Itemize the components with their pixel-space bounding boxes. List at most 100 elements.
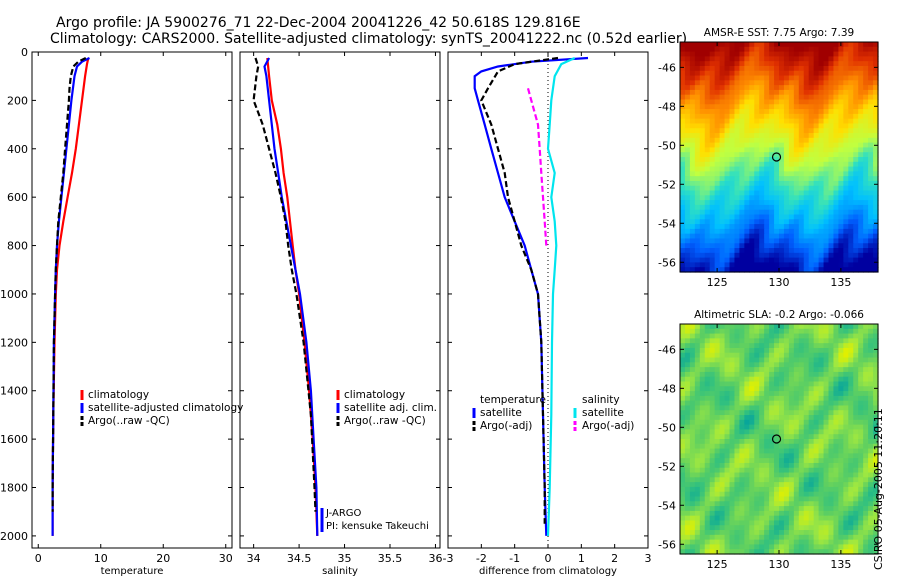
legend-label: climatology	[88, 389, 149, 401]
map-cell	[699, 133, 706, 139]
map-cell	[724, 51, 731, 57]
map-cell	[848, 243, 854, 249]
map-cell	[853, 510, 859, 517]
map-cell	[868, 448, 874, 454]
map-cell	[813, 534, 820, 541]
map-cell	[848, 482, 854, 488]
map-cell	[749, 343, 755, 349]
map-cell	[774, 443, 780, 450]
map-cell	[788, 267, 795, 273]
map-cell	[734, 133, 740, 139]
map-cell	[798, 362, 805, 368]
map-cell	[734, 328, 740, 335]
x-tick-label: 1	[578, 552, 585, 565]
map-cell	[774, 252, 780, 259]
map-cell	[873, 453, 879, 459]
map-cell	[833, 333, 839, 339]
map-cell	[868, 506, 874, 512]
map-cell	[868, 214, 874, 220]
map-cell	[759, 70, 765, 77]
map-cell	[779, 539, 785, 546]
map-cell	[828, 209, 835, 216]
map-cell	[724, 391, 731, 397]
map-cell	[689, 133, 696, 139]
map-cell	[873, 219, 879, 225]
map-cell	[873, 415, 879, 421]
map-cell	[863, 357, 869, 363]
map-cell	[689, 123, 696, 129]
map-cell	[868, 262, 874, 268]
map-cell	[734, 200, 740, 206]
map-cell	[774, 333, 780, 339]
map-cell	[803, 89, 810, 96]
map-cell	[704, 166, 711, 172]
map-cell	[744, 482, 750, 488]
map-cell	[734, 89, 740, 96]
map-cell	[853, 347, 859, 354]
map-cell	[813, 328, 820, 335]
map-cell	[779, 491, 785, 498]
map-cell	[764, 104, 770, 110]
map-cell	[744, 434, 750, 440]
map-cell	[833, 347, 839, 354]
map-cell	[798, 166, 805, 172]
map-cell	[808, 233, 815, 240]
map-cell	[769, 352, 775, 359]
map-cell	[873, 477, 879, 483]
map-cell	[788, 347, 795, 354]
map-cell	[833, 137, 839, 144]
map-cell	[680, 238, 686, 244]
map-cell	[754, 400, 760, 407]
map-cell	[684, 472, 691, 478]
map-cell	[793, 462, 800, 469]
map-cell	[714, 381, 721, 387]
map-cell	[848, 530, 854, 536]
map-cell	[694, 94, 701, 101]
map-cell	[714, 434, 721, 440]
map-cell	[838, 195, 844, 201]
map-cell	[863, 51, 869, 57]
x-axis-label: salinity	[322, 566, 358, 577]
map-cell	[873, 357, 879, 363]
map-cell	[754, 238, 760, 244]
map-cell	[853, 462, 859, 469]
map-cell	[808, 248, 815, 254]
map-cell	[774, 61, 780, 67]
map-cell	[858, 123, 864, 129]
map-cell	[684, 204, 691, 211]
map-cell	[689, 248, 696, 254]
map-cell	[808, 113, 815, 120]
map-cell	[744, 262, 750, 268]
map-cell	[680, 65, 686, 72]
map-cell	[803, 123, 810, 129]
map-cell	[803, 42, 810, 48]
legend-title: temperature	[480, 394, 546, 406]
map-cell	[818, 549, 825, 555]
annotation-text: J-ARGO	[325, 508, 362, 519]
map-cell	[724, 137, 731, 144]
map-cell	[788, 133, 795, 139]
map-cell	[764, 99, 770, 105]
map-cell	[828, 362, 835, 368]
map-cell	[734, 520, 740, 526]
map-cell	[769, 324, 775, 330]
map-cell	[818, 343, 825, 349]
map-cell	[868, 515, 874, 522]
map-cell	[719, 424, 726, 431]
map-cell	[769, 333, 775, 339]
map-cell	[719, 443, 726, 450]
map-cell	[689, 94, 696, 101]
map-cell	[863, 195, 869, 201]
map-cell	[853, 56, 859, 62]
map-cell	[724, 544, 731, 550]
map-cell	[729, 75, 736, 81]
map-cell	[759, 371, 765, 378]
map-cell	[724, 152, 731, 158]
map-cell	[704, 180, 711, 187]
map-cell	[818, 501, 825, 507]
map-cell	[868, 195, 874, 201]
map-cell	[813, 204, 820, 211]
map-cell	[828, 75, 835, 81]
map-cell	[788, 467, 795, 474]
map-cell	[793, 228, 800, 235]
